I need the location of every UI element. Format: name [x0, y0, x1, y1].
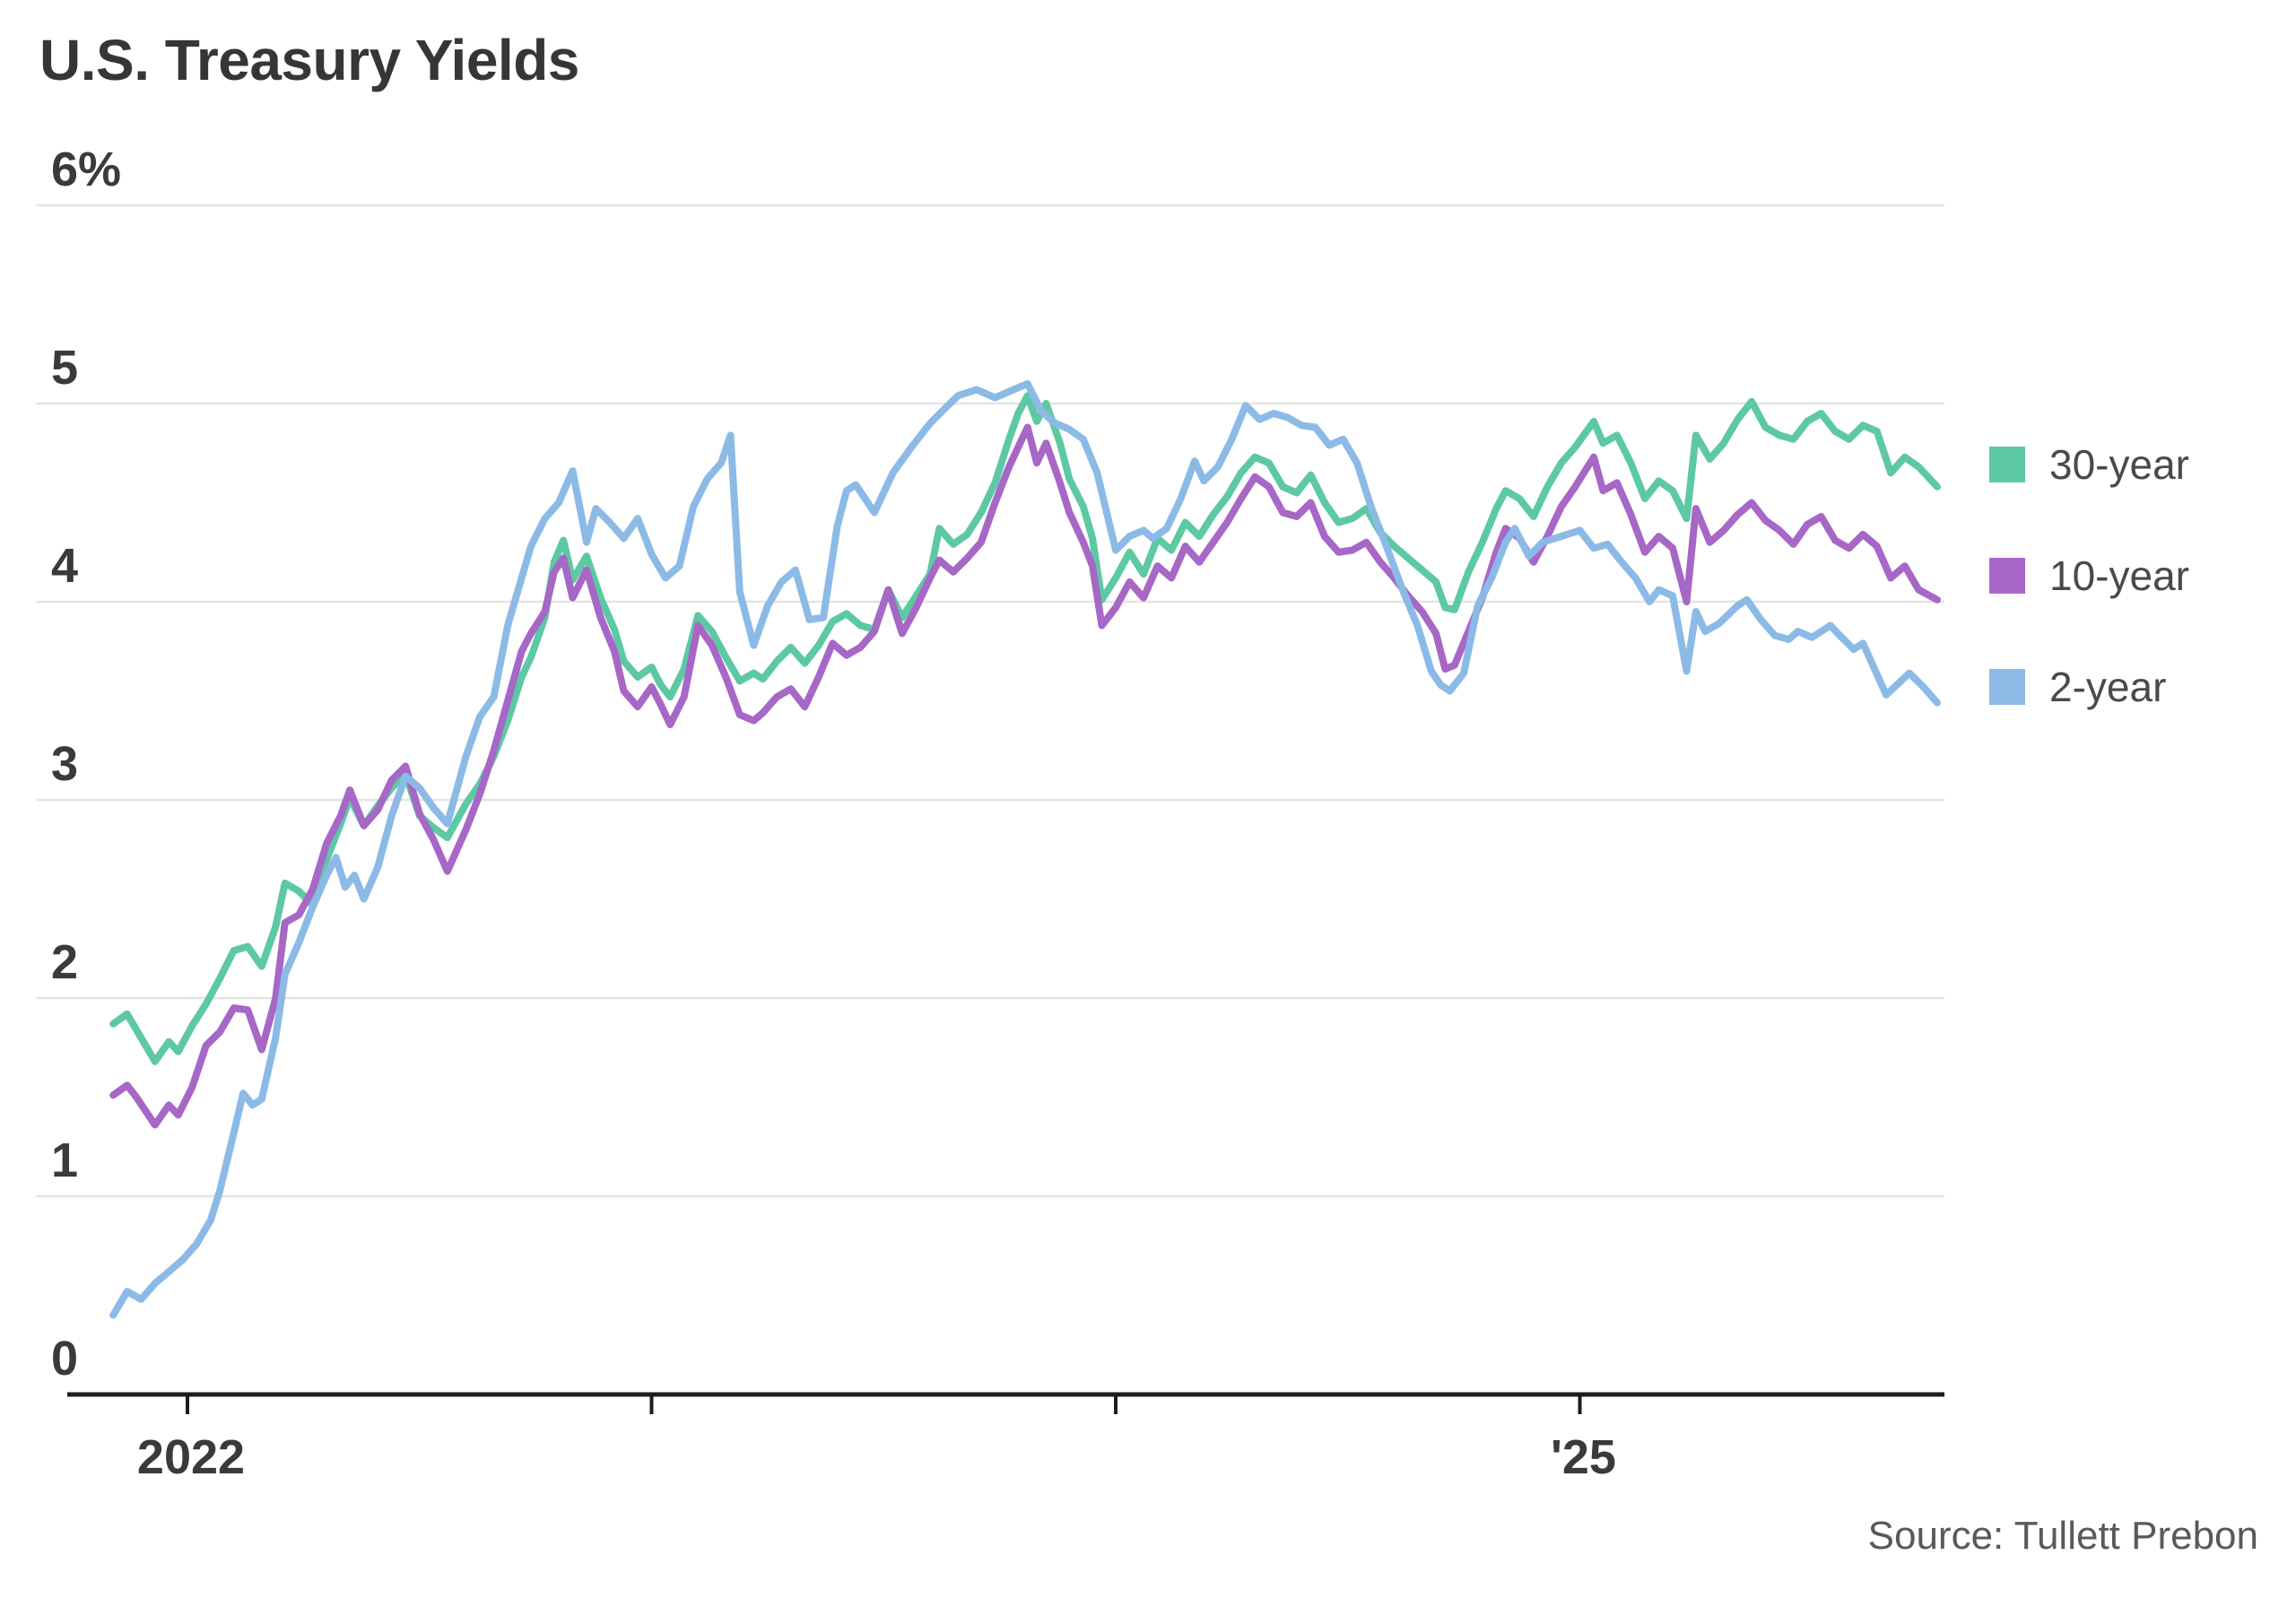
- legend-swatch-icon: [1989, 558, 2025, 594]
- x-axis-label-25: '25: [1551, 1430, 1616, 1484]
- x-axis: [67, 1392, 1944, 1414]
- y-axis-label-4: 4: [51, 539, 79, 593]
- legend-label: 30-year: [2049, 441, 2189, 488]
- source-note: Source: Tullett Prebon: [1867, 1514, 2258, 1558]
- y-axis-label-2: 2: [51, 935, 79, 989]
- series-line-2-year: [109, 379, 1941, 1319]
- y-axis-label-3: 3: [51, 737, 79, 791]
- legend-label: 10-year: [2049, 552, 2189, 599]
- x-axis-label-2022: 2022: [136, 1430, 246, 1484]
- series-lines: [109, 379, 1941, 1319]
- gridlines: [36, 204, 1944, 1198]
- legend-swatch-icon: [1989, 447, 2025, 482]
- y-axis-label-5: 5: [51, 341, 79, 395]
- chart-title: U.S. Treasury Yields: [39, 28, 579, 92]
- y-axis-label-6: 6%: [51, 143, 122, 196]
- legend-label: 2-year: [2049, 664, 2167, 710]
- series-line-10-year: [109, 423, 1941, 1129]
- series-line-30-year: [109, 392, 1941, 1065]
- legend-swatch-icon: [1989, 669, 2025, 705]
- y-axis-label-1: 1: [51, 1134, 79, 1187]
- y-axis-label-0: 0: [51, 1332, 79, 1385]
